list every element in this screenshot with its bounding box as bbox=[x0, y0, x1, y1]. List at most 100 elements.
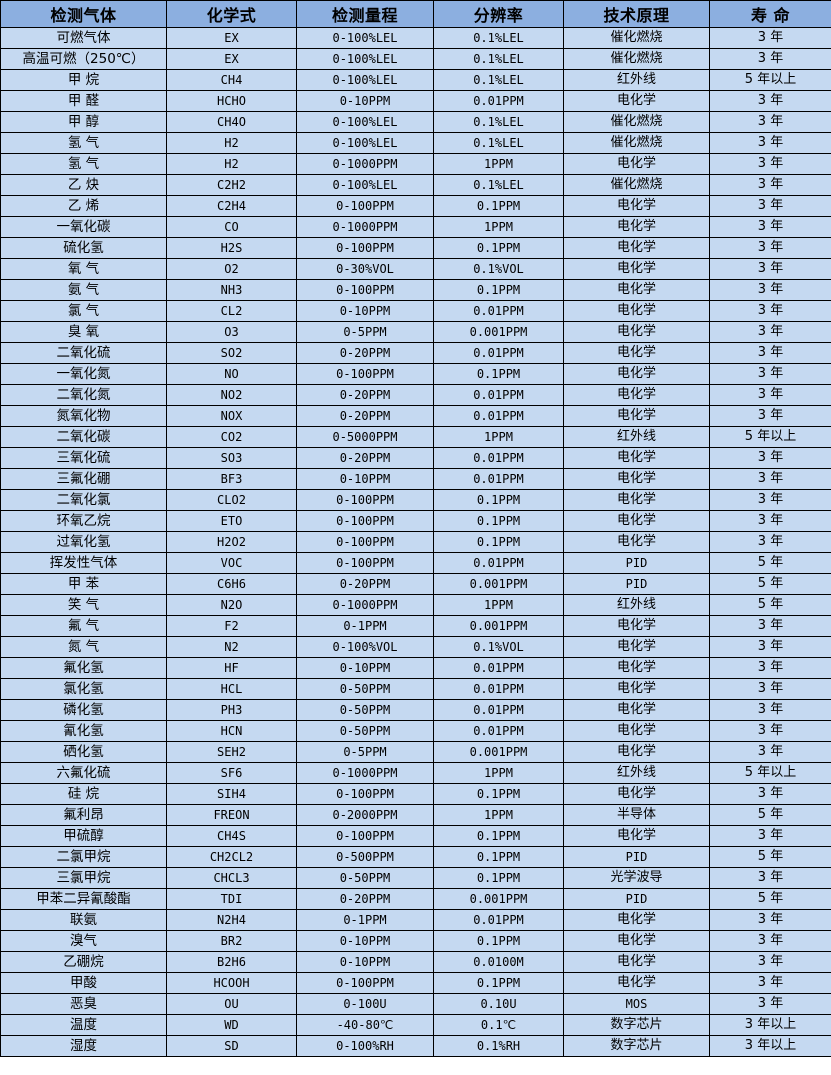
cell-formula: HF bbox=[166, 657, 297, 679]
cell-lifespan: 3 年 bbox=[709, 930, 831, 952]
cell-lifespan: 5 年 bbox=[709, 804, 831, 826]
table-row: 硫化氢 H2S 0-100PPM 0.1PPM 电化学 3 年 bbox=[0, 237, 831, 259]
cell-formula: TDI bbox=[166, 888, 297, 910]
cell-range: 0-100%LEL bbox=[296, 132, 434, 154]
cell-gas-name: 高温可燃（250℃） bbox=[0, 48, 167, 70]
cell-formula: ETO bbox=[166, 510, 297, 532]
cell-technology: 半导体 bbox=[563, 804, 710, 826]
cell-gas-name: 氟化氢 bbox=[0, 657, 167, 679]
cell-range: 0-20PPM bbox=[296, 447, 434, 469]
table-row: 笑 气 N2O 0-1000PPM 1PPM 红外线 5 年 bbox=[0, 594, 831, 616]
table-row: 湿度 SD 0-100%RH 0.1%RH 数字芯片 3 年以上 bbox=[0, 1035, 831, 1057]
cell-gas-name: 氢 气 bbox=[0, 153, 167, 175]
cell-gas-name: 氮氧化物 bbox=[0, 405, 167, 427]
cell-lifespan: 5 年 bbox=[709, 594, 831, 616]
cell-lifespan: 3 年 bbox=[709, 678, 831, 700]
cell-resolution: 0.001PPM bbox=[433, 741, 564, 763]
cell-lifespan: 5 年 bbox=[709, 888, 831, 910]
cell-lifespan: 3 年 bbox=[709, 363, 831, 385]
cell-gas-name: 乙 炔 bbox=[0, 174, 167, 196]
cell-technology: 电化学 bbox=[563, 615, 710, 637]
cell-lifespan: 3 年以上 bbox=[709, 1014, 831, 1036]
cell-resolution: 0.01PPM bbox=[433, 657, 564, 679]
cell-lifespan: 3 年 bbox=[709, 27, 831, 49]
cell-resolution: 0.1%LEL bbox=[433, 48, 564, 70]
cell-resolution: 0.1PPM bbox=[433, 867, 564, 889]
cell-technology: 电化学 bbox=[563, 489, 710, 511]
cell-lifespan: 3 年 bbox=[709, 300, 831, 322]
cell-technology: 电化学 bbox=[563, 636, 710, 658]
table-row: 磷化氢 PH3 0-50PPM 0.01PPM 电化学 3 年 bbox=[0, 699, 831, 721]
cell-formula: HCN bbox=[166, 720, 297, 742]
cell-formula: NOX bbox=[166, 405, 297, 427]
cell-technology: 电化学 bbox=[563, 657, 710, 679]
cell-formula: WD bbox=[166, 1014, 297, 1036]
cell-gas-name: 可燃气体 bbox=[0, 27, 167, 49]
cell-technology: 电化学 bbox=[563, 363, 710, 385]
cell-technology: 电化学 bbox=[563, 384, 710, 406]
cell-technology: 电化学 bbox=[563, 783, 710, 805]
cell-range: 0-100%LEL bbox=[296, 48, 434, 70]
table-row: 三氟化硼 BF3 0-10PPM 0.01PPM 电化学 3 年 bbox=[0, 468, 831, 490]
table-row: 氮氧化物 NOX 0-20PPM 0.01PPM 电化学 3 年 bbox=[0, 405, 831, 427]
cell-technology: 催化燃烧 bbox=[563, 27, 710, 49]
cell-resolution: 0.001PPM bbox=[433, 573, 564, 595]
cell-technology: 数字芯片 bbox=[563, 1014, 710, 1036]
cell-range: 0-1000PPM bbox=[296, 153, 434, 175]
cell-technology: PID bbox=[563, 573, 710, 595]
cell-resolution: 0.01PPM bbox=[433, 468, 564, 490]
cell-technology: 电化学 bbox=[563, 237, 710, 259]
cell-gas-name: 氯 气 bbox=[0, 300, 167, 322]
cell-technology: 电化学 bbox=[563, 825, 710, 847]
cell-resolution: 0.1PPM bbox=[433, 489, 564, 511]
cell-technology: PID bbox=[563, 888, 710, 910]
cell-resolution: 0.1℃ bbox=[433, 1014, 564, 1036]
table-row: 硒化氢 SEH2 0-5PPM 0.001PPM 电化学 3 年 bbox=[0, 741, 831, 763]
cell-range: 0-100%LEL bbox=[296, 69, 434, 91]
cell-formula: FREON bbox=[166, 804, 297, 826]
cell-resolution: 0.1PPM bbox=[433, 279, 564, 301]
cell-lifespan: 3 年 bbox=[709, 741, 831, 763]
table-row: 温度 WD -40-80℃ 0.1℃ 数字芯片 3 年以上 bbox=[0, 1014, 831, 1036]
cell-gas-name: 甲 醇 bbox=[0, 111, 167, 133]
cell-resolution: 0.01PPM bbox=[433, 342, 564, 364]
cell-lifespan: 3 年 bbox=[709, 867, 831, 889]
column-header-lifespan: 寿 命 bbox=[709, 0, 831, 28]
cell-gas-name: 甲 醛 bbox=[0, 90, 167, 112]
cell-gas-name: 三氟化硼 bbox=[0, 468, 167, 490]
column-header-resolution: 分辨率 bbox=[433, 0, 564, 28]
cell-formula: F2 bbox=[166, 615, 297, 637]
cell-range: 0-100PPM bbox=[296, 552, 434, 574]
cell-lifespan: 3 年 bbox=[709, 111, 831, 133]
cell-resolution: 0.01PPM bbox=[433, 405, 564, 427]
cell-lifespan: 3 年 bbox=[709, 531, 831, 553]
table-row: 氢 气 H2 0-1000PPM 1PPM 电化学 3 年 bbox=[0, 153, 831, 175]
table-row: 过氧化氢 H2O2 0-100PPM 0.1PPM 电化学 3 年 bbox=[0, 531, 831, 553]
cell-formula: NO2 bbox=[166, 384, 297, 406]
cell-technology: 电化学 bbox=[563, 720, 710, 742]
cell-formula: EX bbox=[166, 27, 297, 49]
header-row: 检测气体 化学式 检测量程 分辨率 技术原理 寿 命 bbox=[0, 0, 831, 28]
table-row: 甲 醇 CH4O 0-100%LEL 0.1%LEL 催化燃烧 3 年 bbox=[0, 111, 831, 133]
cell-resolution: 0.01PPM bbox=[433, 90, 564, 112]
cell-range: 0-1PPM bbox=[296, 909, 434, 931]
cell-lifespan: 3 年 bbox=[709, 258, 831, 280]
cell-gas-name: 二氯甲烷 bbox=[0, 846, 167, 868]
table-body: 可燃气体 EX 0-100%LEL 0.1%LEL 催化燃烧 3 年高温可燃（250℃） E… bbox=[0, 27, 831, 1057]
cell-formula: HCHO bbox=[166, 90, 297, 112]
cell-formula: H2O2 bbox=[166, 531, 297, 553]
cell-range: 0-1000PPM bbox=[296, 216, 434, 238]
cell-resolution: 1PPM bbox=[433, 594, 564, 616]
table-row: 硅 烷 SIH4 0-100PPM 0.1PPM 电化学 3 年 bbox=[0, 783, 831, 805]
cell-gas-name: 氯化氢 bbox=[0, 678, 167, 700]
cell-technology: 电化学 bbox=[563, 216, 710, 238]
cell-gas-name: 三氧化硫 bbox=[0, 447, 167, 469]
table-row: 联氨 N2H4 0-1PPM 0.01PPM 电化学 3 年 bbox=[0, 909, 831, 931]
cell-lifespan: 3 年 bbox=[709, 195, 831, 217]
cell-technology: 电化学 bbox=[563, 195, 710, 217]
cell-gas-name: 湿度 bbox=[0, 1035, 167, 1057]
cell-formula: O2 bbox=[166, 258, 297, 280]
cell-gas-name: 挥发性气体 bbox=[0, 552, 167, 574]
table-row: 氯化氢 HCL 0-50PPM 0.01PPM 电化学 3 年 bbox=[0, 678, 831, 700]
